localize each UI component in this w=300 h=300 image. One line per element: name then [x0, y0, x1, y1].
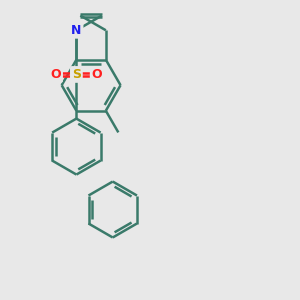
- Text: O: O: [50, 68, 61, 81]
- Text: S: S: [72, 68, 81, 81]
- Text: N: N: [71, 24, 82, 37]
- Text: O: O: [92, 68, 102, 81]
